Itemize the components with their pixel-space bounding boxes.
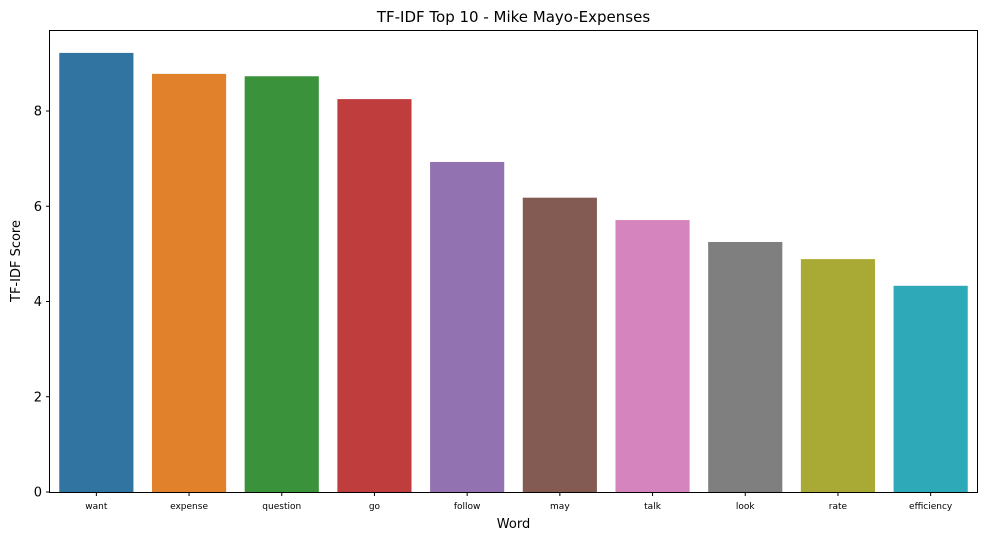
- x-tick-label: rate: [829, 502, 848, 512]
- bar-rate: [800, 259, 876, 492]
- y-tick-label: 4: [34, 295, 42, 310]
- x-tick-label: question: [262, 502, 301, 512]
- x-axis-ticks: want expense question go follow may talk look ra…: [85, 492, 953, 512]
- x-tick-label: look: [736, 502, 756, 512]
- x-tick-label: go: [369, 502, 381, 512]
- bars-group: [59, 52, 968, 493]
- bar-talk: [615, 220, 690, 493]
- x-tick-label: expense: [170, 502, 208, 512]
- bar-expense: [151, 73, 227, 492]
- x-tick-label: efficiency: [909, 502, 953, 512]
- plot-frame: [49, 30, 978, 493]
- y-tick-label: 8: [34, 105, 42, 120]
- x-tick-label: talk: [644, 502, 662, 512]
- x-tick-label: want: [85, 502, 108, 512]
- bar-efficiency: [893, 285, 968, 492]
- bar-want: [59, 52, 134, 493]
- y-tick-label: 6: [34, 200, 42, 215]
- x-axis-label: Word: [497, 517, 530, 532]
- y-tick-label: 0: [34, 486, 42, 501]
- x-tick-label: may: [550, 502, 570, 512]
- bar-question: [244, 76, 319, 492]
- y-axis-label: TF-IDF Score: [9, 220, 24, 303]
- x-tick-label: follow: [454, 502, 481, 512]
- y-axis-ticks: 0 2 4 6 8: [34, 105, 50, 501]
- bar-go: [337, 99, 412, 493]
- bar-follow: [430, 161, 505, 492]
- bar-may: [522, 197, 597, 492]
- bar-look: [708, 241, 783, 492]
- y-tick-label: 2: [34, 390, 42, 405]
- chart-title: TF-IDF Top 10 - Mike Mayo-Expenses: [376, 8, 650, 26]
